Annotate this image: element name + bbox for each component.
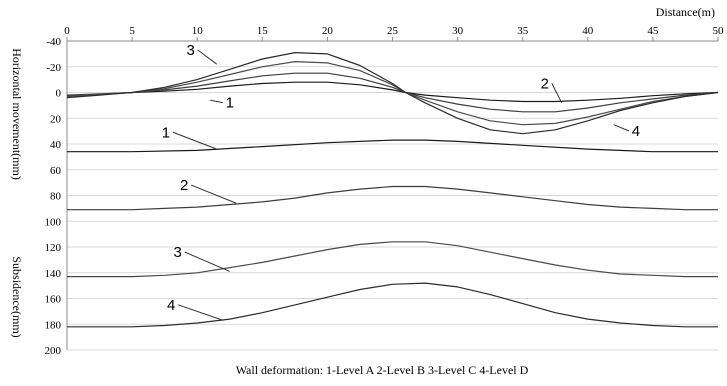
y-tick-label: 100 — [45, 216, 62, 228]
curve-label-leader — [613, 124, 630, 132]
y-tick-label: 0 — [56, 88, 62, 100]
curve-label: 3 — [187, 42, 195, 59]
horizontal-movement-level-4-line — [66, 52, 719, 135]
series-lines — [66, 52, 719, 328]
y-tick-label: 80 — [50, 191, 62, 203]
horizontal-movement-level-1-line — [66, 81, 719, 103]
x-tick-label: 20 — [322, 25, 334, 37]
y-tick-label: 160 — [45, 294, 62, 306]
curve-label: 2 — [180, 177, 188, 194]
curve-label-leader — [172, 131, 217, 150]
subsidence-level-1-line — [67, 139, 718, 153]
y-tick-label: -20 — [46, 62, 61, 74]
curve-label: 4 — [167, 297, 175, 314]
subsidence-level-2-line — [67, 185, 718, 211]
x-tick-label: 5 — [129, 25, 135, 37]
subsidence-level-4-line — [67, 282, 718, 328]
y-tick-label: 200 — [45, 345, 62, 357]
y-tick-label: 140 — [45, 268, 62, 280]
curve-label: 1 — [226, 95, 234, 112]
x-tick-label: 10 — [192, 25, 204, 37]
x-axis-title: Distance(m) — [656, 5, 715, 19]
curve-label-leader — [184, 251, 230, 272]
x-tick-label: 45 — [647, 25, 659, 37]
y-tick-label: 20 — [50, 113, 62, 125]
curve-label: 3 — [173, 244, 181, 261]
y-tick-label: 60 — [50, 165, 62, 177]
legend-caption: Wall deformation: 1-Level A 2-Level B 3-… — [236, 363, 529, 377]
x-tick-label: 50 — [713, 25, 725, 37]
y-tick-label: -40 — [46, 36, 61, 48]
curve-label-leader — [197, 49, 218, 65]
y-axis-title-horizontal: Horizontal movement(mm) — [10, 48, 24, 180]
curve-label-leader — [190, 184, 237, 204]
x-tick-label: 40 — [582, 25, 594, 37]
subsidence-level-3-line — [67, 241, 718, 278]
y-tick-label: 120 — [45, 242, 62, 254]
curve-label-leader — [177, 304, 224, 321]
y-tick-label: 40 — [50, 139, 62, 151]
horizontal-movement-level-2-line — [66, 72, 719, 113]
curve-label: 1 — [162, 124, 170, 141]
x-tick-label: 15 — [257, 25, 269, 37]
y-tick-label: 180 — [45, 319, 62, 331]
curve-label: 2 — [541, 75, 549, 92]
x-tick-label: 35 — [517, 25, 529, 37]
curve-label-leader — [210, 99, 223, 104]
curve-label: 4 — [632, 123, 640, 140]
x-tick-label: 25 — [387, 25, 399, 37]
curve-label-leader — [551, 83, 563, 104]
x-tick-label: 30 — [452, 25, 464, 37]
curve-labels: 1 3 2 4 1 2 3 4 — [162, 42, 640, 321]
x-tick-label: 0 — [64, 25, 70, 37]
y-axis-title-subsidence: Subsidence(mm) — [10, 256, 24, 337]
horizontal-movement-level-3-line — [66, 61, 719, 126]
